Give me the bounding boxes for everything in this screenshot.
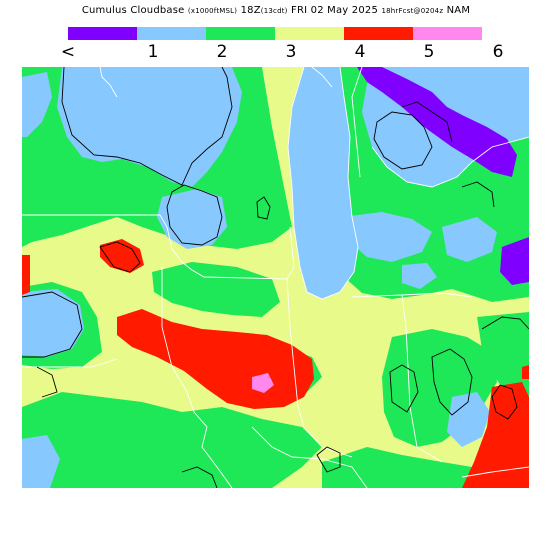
- state-boundary: [311, 67, 333, 88]
- contour-line: [61, 67, 233, 186]
- fill-region-5-6: [252, 373, 274, 393]
- map-title: Cumulus Cloudbase (x1000ftMSL) 18Z(13cdt…: [0, 5, 552, 16]
- fill-region-under-1: [500, 237, 529, 285]
- state-boundary: [251, 426, 368, 488]
- contour-line: [401, 101, 453, 143]
- color-scale-bar: [68, 27, 482, 40]
- fill-region-under-1: [357, 67, 517, 177]
- color-swatch: [275, 27, 344, 40]
- title-model: NAM: [446, 5, 471, 16]
- fill-region-2-3: [322, 447, 492, 488]
- fill-region-2-3: [477, 312, 529, 397]
- fill-region-1-2: [22, 435, 60, 488]
- cloudbase-map: [22, 67, 529, 488]
- fill-region-1-2: [442, 217, 497, 262]
- fill-region-1-2: [402, 263, 437, 289]
- state-boundary: [351, 67, 363, 178]
- contour-line: [491, 384, 518, 420]
- contour-line: [22, 291, 83, 358]
- contour-line: [389, 364, 419, 413]
- state-boundary: [159, 214, 295, 280]
- scale-tick-label: 6: [492, 42, 504, 62]
- contour-line: [481, 316, 529, 330]
- state-boundary: [161, 267, 233, 488]
- fill-region-4-5: [100, 239, 144, 273]
- color-swatch: [344, 27, 413, 40]
- fill-region-1-2: [288, 67, 358, 299]
- title-time: 18Z: [240, 5, 261, 16]
- color-swatch: [206, 27, 275, 40]
- title-units: (x1000ftMSL): [187, 7, 238, 15]
- fill-region-4-5: [22, 255, 30, 295]
- scale-tick-label: 2: [216, 42, 228, 62]
- title-time-note: (13cdt): [260, 7, 288, 15]
- title-main: Cumulus Cloudbase: [81, 5, 185, 16]
- title-forecast: 18hrFcst@0204z: [381, 7, 444, 15]
- fill-region-1-2: [157, 189, 227, 249]
- state-boundary: [287, 67, 359, 300]
- fill-region-4-5: [462, 382, 529, 488]
- state-boundary: [99, 67, 118, 98]
- state-boundary: [286, 278, 353, 458]
- state-boundary: [401, 294, 443, 463]
- title-date: FRI 02 May 2025: [291, 5, 379, 16]
- fill-region-1-2: [57, 67, 242, 187]
- fill-region-2-3: [152, 262, 280, 317]
- color-swatch: [137, 27, 206, 40]
- contour-line: [373, 111, 433, 170]
- state-boundaries: [22, 67, 529, 488]
- contour-line: [36, 366, 58, 398]
- color-swatch: [68, 27, 137, 40]
- fill-region-1-2: [447, 392, 490, 447]
- fill-region-4-5: [522, 365, 529, 379]
- fill-region-1-2: [22, 72, 52, 137]
- state-boundary: [351, 292, 473, 298]
- state-boundary: [371, 136, 529, 188]
- contour-line: [166, 184, 223, 246]
- color-swatch: [413, 27, 482, 40]
- state-boundary: [22, 358, 118, 368]
- fill-region-1-2: [22, 289, 84, 357]
- contour-line: [461, 181, 495, 208]
- scale-tick-label: 1: [147, 42, 159, 62]
- fill-region-2-3: [22, 392, 322, 488]
- scale-tick-label: 5: [423, 42, 435, 62]
- contour-line: [181, 466, 218, 488]
- contour-line: [99, 241, 141, 273]
- state-boundary: [461, 466, 529, 478]
- contour-line: [316, 446, 341, 473]
- fill-region-2-3: [102, 167, 174, 217]
- scale-tick-label: 3: [285, 42, 297, 62]
- contour-line: [256, 196, 271, 220]
- scale-tick-label: <: [60, 42, 76, 62]
- contour-line: [431, 348, 473, 416]
- scale-tick-label: 4: [354, 42, 366, 62]
- fill-region-1-2: [342, 212, 432, 262]
- contour-lines: [22, 67, 529, 488]
